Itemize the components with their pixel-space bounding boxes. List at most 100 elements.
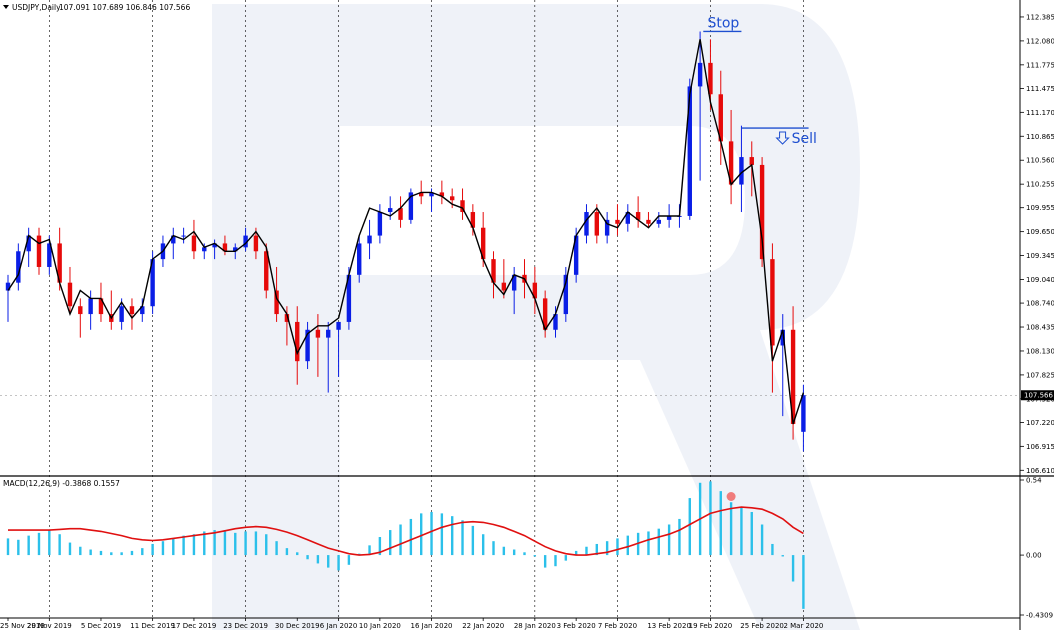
macd-tick-label: -0.4309 [1026, 612, 1053, 620]
macd-bar [750, 511, 753, 556]
down-arrow-icon [775, 131, 790, 145]
watermark-logo [212, 4, 860, 630]
macd-bar [48, 530, 51, 556]
macd-bar [99, 550, 103, 556]
macd-bar [141, 548, 144, 556]
macd-bar [781, 555, 784, 557]
time-tick-label: 16 Jan 2020 [411, 622, 453, 630]
macd-bar [512, 549, 516, 556]
dropdown-arrow-icon[interactable] [3, 5, 9, 9]
macd-bar [502, 546, 506, 556]
price-tick-label: 107.220 [1026, 419, 1054, 427]
candle-body [388, 208, 393, 213]
candle-body [749, 157, 754, 165]
candle-body [460, 200, 465, 213]
macd-bar [254, 531, 258, 556]
price-tick-label: 108.740 [1026, 300, 1054, 308]
time-tick-label: 6 Jan 2020 [320, 622, 358, 630]
macd-bar [647, 531, 650, 556]
macd-bar [771, 543, 774, 556]
macd-bar [760, 524, 764, 556]
candle-body [728, 141, 734, 185]
candle-body [419, 192, 424, 197]
stop-label: Stop [707, 15, 739, 31]
macd-bar [461, 520, 464, 556]
macd-bar [802, 555, 805, 609]
macd-bar [151, 543, 154, 556]
candle-body [181, 235, 186, 237]
macd-bar [688, 498, 691, 556]
macd-bar [709, 481, 712, 556]
macd-bar [729, 502, 733, 556]
candle-body [357, 243, 362, 275]
candle-body [140, 306, 145, 315]
signal-line [8, 506, 804, 556]
price-tick-label: 109.345 [1026, 252, 1054, 260]
macd-bar [574, 550, 578, 556]
price-tick-label: 111.170 [1026, 109, 1054, 117]
candle-body [718, 94, 723, 142]
macd-bar [389, 530, 392, 556]
price-tick-label: 109.650 [1026, 228, 1054, 236]
macd-bar [244, 531, 247, 556]
macd-bar [368, 545, 371, 556]
candle-body [274, 290, 279, 315]
chart-header: USDJPY,Daily 107.091 107.689 106.846 107… [3, 3, 190, 488]
candle-body [212, 243, 217, 248]
time-tick-label: 3 Feb 2020 [557, 622, 596, 630]
price-tick-label: 111.475 [1026, 85, 1054, 93]
candle-body [511, 274, 517, 291]
candle-body [408, 192, 414, 220]
candle-body [739, 157, 744, 185]
candle-body [36, 235, 42, 267]
candle-body [67, 282, 73, 307]
candle-body [656, 219, 661, 224]
macd-panel: 0.54 0.00 -0.4309 [6, 477, 1053, 620]
macd-bar [79, 546, 82, 556]
macd-bar [17, 539, 20, 556]
macd-bar [182, 535, 185, 556]
candle-body [470, 212, 476, 228]
candle-body [790, 329, 796, 424]
macd-bar [120, 552, 123, 556]
candle-body [284, 314, 290, 322]
time-tick-label: 2 Mar 2020 [783, 622, 823, 630]
macd-bar [58, 534, 61, 556]
candle-body [264, 251, 269, 291]
current-price-label: 107.566 [1024, 392, 1053, 400]
price-tick-label: 112.385 [1026, 13, 1054, 21]
candle-body [377, 212, 383, 236]
candle-body [5, 282, 11, 291]
candle-body [233, 247, 238, 252]
candle-body [563, 274, 569, 315]
macd-bar [296, 552, 299, 556]
candle-body [532, 282, 538, 299]
macd-bar [719, 491, 722, 556]
macd-bar [585, 546, 588, 556]
macd-bar [223, 530, 227, 556]
macd-bar [616, 538, 619, 556]
time-tick-label: 19 Feb 2020 [689, 622, 733, 630]
price-tick-label: 107.825 [1026, 371, 1054, 379]
macd-bar [430, 511, 433, 556]
macd-bar [450, 516, 454, 556]
time-tick-label: 25 Feb 2020 [740, 622, 784, 630]
time-tick-label: 13 Feb 2020 [647, 622, 691, 630]
candle-body [697, 62, 703, 87]
sell-label: Sell [792, 131, 817, 147]
macd-bar [27, 535, 30, 556]
signal-marker [726, 492, 736, 502]
candle-body [295, 321, 300, 362]
time-tick-label: 28 Jan 2020 [514, 622, 556, 630]
candle-body [47, 243, 52, 267]
macd-bar [161, 541, 165, 556]
macd-bar [523, 552, 526, 556]
macd-bar [471, 525, 475, 556]
price-tick-label: 110.865 [1026, 133, 1054, 141]
candle-body [449, 196, 455, 201]
candle-body [480, 227, 486, 260]
candle-body [150, 259, 155, 307]
macd-label: MACD(12,26,9) -0.3868 0.1557 [3, 479, 120, 488]
macd-bar [89, 549, 92, 556]
